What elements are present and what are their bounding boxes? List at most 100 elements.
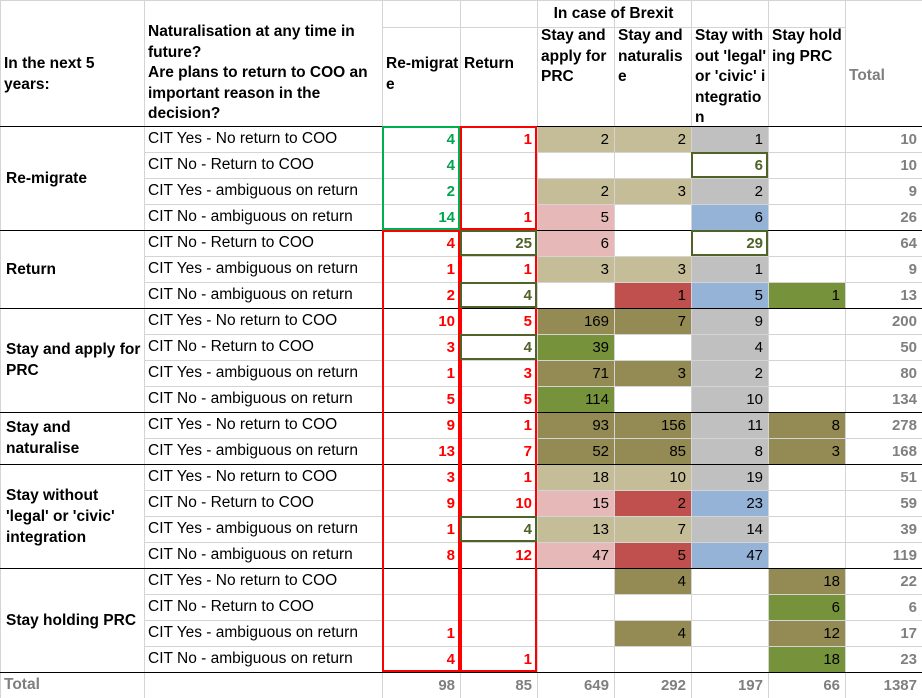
cell-fill bbox=[614, 542, 691, 568]
cell-fill bbox=[537, 360, 614, 386]
col-total-value: 200 bbox=[891, 312, 917, 330]
grid-line bbox=[144, 594, 922, 595]
cell-fill bbox=[614, 282, 691, 308]
row-label: CIT Yes - ambiguous on return bbox=[148, 182, 358, 199]
grid-line bbox=[845, 0, 846, 698]
grid-line bbox=[691, 0, 692, 698]
col-return-value: 1 bbox=[523, 468, 532, 486]
group-stay-holding-prc-label: Stay holding PRC bbox=[6, 611, 137, 629]
col-remigrate-value: 1 bbox=[446, 260, 455, 278]
row-label: CIT Yes - No return to COO bbox=[148, 468, 338, 485]
grid-line bbox=[144, 646, 922, 647]
col-stay-apply-prc-value bbox=[537, 620, 614, 646]
cell-fill bbox=[614, 568, 691, 594]
cell-fill bbox=[537, 516, 614, 542]
col-stay-naturalise-value bbox=[614, 646, 691, 672]
col-stay-holding-prc-value bbox=[768, 360, 845, 386]
col-return-value: 10 bbox=[515, 494, 532, 512]
col-stay-holding-prc-value bbox=[768, 230, 845, 256]
col-stay-apply-prc-value: 13 bbox=[592, 520, 609, 538]
col-return-value: 1 bbox=[523, 130, 532, 148]
cell-fill bbox=[537, 490, 614, 516]
row-label: CIT Yes - ambiguous on return bbox=[148, 442, 358, 459]
grid-line bbox=[768, 0, 769, 698]
cell-fill bbox=[691, 308, 768, 334]
col-stay-naturalise-value bbox=[614, 334, 691, 360]
col-total-value: 59 bbox=[900, 494, 917, 512]
cell-fill bbox=[768, 282, 845, 308]
group-stay-apply-prc-label: Stay and apply for PRC bbox=[6, 341, 141, 379]
col-stay-holding-prc-value: 1 bbox=[831, 286, 840, 304]
grid-line bbox=[537, 0, 538, 698]
col-return-value bbox=[460, 620, 537, 646]
col-stay-without-integration-total: 197 bbox=[737, 676, 763, 694]
col-stay-holding-prc-value bbox=[768, 308, 845, 334]
col-remigrate-value: 9 bbox=[446, 416, 455, 434]
col-stay-holding-prc-value: 18 bbox=[823, 572, 840, 590]
col-total-value: 17 bbox=[900, 624, 917, 642]
col-stay-naturalise-value: 1 bbox=[677, 286, 686, 304]
col-stay-apply-prc-value bbox=[537, 568, 614, 594]
col-remigrate-value: 10 bbox=[438, 312, 455, 330]
col-return-value: 25 bbox=[515, 234, 532, 252]
row-label: CIT Yes - ambiguous on return bbox=[148, 260, 358, 277]
col-stay-holding-prc-value: 12 bbox=[823, 624, 840, 642]
cell-fill bbox=[614, 620, 691, 646]
col-total-total: 1387 bbox=[883, 676, 917, 694]
grid-line bbox=[144, 386, 922, 387]
cell-fill bbox=[691, 412, 768, 438]
row-label: CIT No - ambiguous on return bbox=[148, 286, 353, 303]
cell-fill bbox=[537, 178, 614, 204]
col-return-value: 1 bbox=[523, 416, 532, 434]
row-label: CIT Yes - No return to COO bbox=[148, 130, 338, 147]
col-stay-without-integration-header: Stay without 'legal' or 'civic' integrat… bbox=[695, 27, 767, 126]
col-total-value: 64 bbox=[900, 234, 917, 252]
col-stay-without-integration-value bbox=[691, 594, 768, 620]
group-remigrate-label: Re-migrate bbox=[6, 169, 87, 187]
col-stay-apply-prc-value bbox=[537, 594, 614, 620]
cell-fill bbox=[537, 230, 614, 256]
cell-fill bbox=[768, 412, 845, 438]
col-remigrate-value: 4 bbox=[446, 130, 455, 148]
col-remigrate-value: 4 bbox=[446, 234, 455, 252]
col-stay-naturalise-value: 2 bbox=[677, 494, 686, 512]
cell-fill bbox=[768, 568, 845, 594]
col-stay-apply-prc-value: 5 bbox=[600, 208, 609, 226]
col-stay-naturalise-value bbox=[614, 594, 691, 620]
col-total-value: 39 bbox=[900, 520, 917, 538]
col-stay-apply-prc-value: 3 bbox=[600, 260, 609, 278]
col-stay-holding-prc-value: 6 bbox=[831, 598, 840, 616]
corner-header: In the next 5 years: bbox=[4, 55, 95, 93]
cell-fill bbox=[614, 256, 691, 282]
cell-fill bbox=[614, 308, 691, 334]
grid-line bbox=[144, 620, 922, 621]
col-stay-without-integration-value: 47 bbox=[746, 546, 763, 564]
grid-line bbox=[144, 256, 922, 257]
col-remigrate-value bbox=[382, 594, 460, 620]
col-total-value: 22 bbox=[900, 572, 917, 590]
col-remigrate-value: 3 bbox=[446, 338, 455, 356]
cell-fill bbox=[537, 438, 614, 464]
col-stay-holding-prc-value bbox=[768, 152, 845, 178]
col-total-value: 9 bbox=[908, 182, 917, 200]
col-return-header: Return bbox=[464, 55, 514, 72]
cell-fill bbox=[614, 412, 691, 438]
col-return-value bbox=[460, 152, 537, 178]
col-return-value: 3 bbox=[523, 364, 532, 382]
col-return-value: 1 bbox=[523, 650, 532, 668]
group-stay-naturalise-label: Stay and naturalise bbox=[6, 419, 80, 457]
col-return-value: 1 bbox=[523, 260, 532, 278]
col-total-value: 13 bbox=[900, 286, 917, 304]
col-remigrate-value: 2 bbox=[446, 286, 455, 304]
col-total-value: 23 bbox=[900, 650, 917, 668]
grid-line bbox=[144, 490, 922, 491]
cell-fill bbox=[614, 126, 691, 152]
cell-fill bbox=[691, 464, 768, 490]
col-stay-without-integration-value: 4 bbox=[754, 338, 763, 356]
col-stay-naturalise-value bbox=[614, 204, 691, 230]
col-return-value: 4 bbox=[523, 520, 532, 538]
col-total-value: 51 bbox=[900, 468, 917, 486]
col-stay-naturalise-value: 7 bbox=[677, 520, 686, 538]
question-line: Are plans to return to COO an important … bbox=[148, 64, 368, 122]
col-stay-holding-prc-value: 8 bbox=[831, 416, 840, 434]
